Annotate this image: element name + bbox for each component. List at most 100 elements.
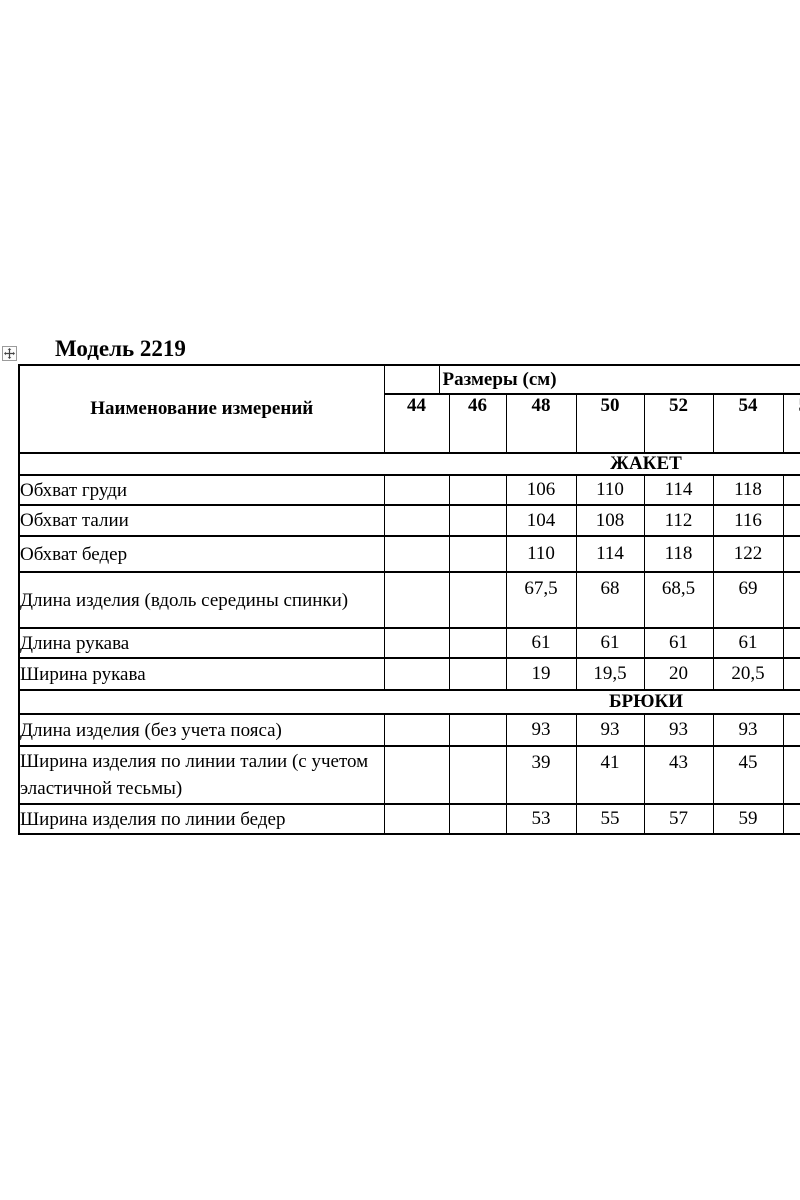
row-label-cell: Ширина изделия по линии бедер xyxy=(18,803,385,835)
table-row: Обхват груди 106 110 114 118 xyxy=(18,474,800,506)
value-cell xyxy=(448,535,507,573)
value-cell: 55 xyxy=(575,803,645,835)
value-cell xyxy=(383,504,450,537)
value-cell xyxy=(782,535,800,573)
value-cell: 61 xyxy=(505,627,577,659)
value-cell: 93 xyxy=(643,713,714,747)
value-cell: 108 xyxy=(575,504,645,537)
row-label-cell: Длина рукава xyxy=(18,627,385,659)
sizes-group-label: Размеры (см) xyxy=(442,369,557,390)
table-row: Обхват талии 104 108 112 116 xyxy=(18,504,800,537)
section-row-trousers: БРЮКИ xyxy=(18,689,800,715)
value-cell: 93 xyxy=(575,713,645,747)
table-row: Длина рукава 61 61 61 61 xyxy=(18,627,800,659)
cell-divider-line xyxy=(438,366,440,393)
value-cell: 93 xyxy=(712,713,784,747)
value-cell: 68 xyxy=(575,571,645,629)
value-cell: 19 xyxy=(505,657,577,691)
value-cell: 114 xyxy=(575,535,645,573)
value-cell xyxy=(383,657,450,691)
table-row: Длина изделия (без учета пояса) 93 93 93… xyxy=(18,713,800,747)
row-label-cell: Обхват талии xyxy=(18,504,385,537)
value-cell: 104 xyxy=(505,504,577,537)
value-cell: 19,5 xyxy=(575,657,645,691)
table-row: Длина изделия (вдоль середины спинки) 67… xyxy=(18,571,800,629)
value-cell: 20 xyxy=(643,657,714,691)
move-cross-icon xyxy=(4,348,15,359)
value-cell xyxy=(383,627,450,659)
value-cell xyxy=(782,474,800,506)
value-cell: 57 xyxy=(643,803,714,835)
value-cell: 106 xyxy=(505,474,577,506)
value-cell: 93 xyxy=(505,713,577,747)
value-cell: 61 xyxy=(712,627,784,659)
value-cell xyxy=(782,745,800,805)
section-header-cell: ЖАКЕТ xyxy=(18,452,800,476)
size-col-header-54: 54 xyxy=(712,393,784,454)
row-label-cell: Ширина рукава xyxy=(18,657,385,691)
table-row: Ширина изделия по линии талии (с учетом … xyxy=(18,745,800,805)
row-label-cell: Обхват груди xyxy=(18,474,385,506)
section-label-trousers: БРЮКИ xyxy=(608,691,684,712)
row-label-cell: Ширина изделия по линии талии (с учетом … xyxy=(18,745,385,805)
row-label-cell: Длина изделия (без учета пояса) xyxy=(18,713,385,747)
page-title: Модель 2219 xyxy=(55,336,186,361)
value-cell: 39 xyxy=(505,745,577,805)
value-cell: 61 xyxy=(643,627,714,659)
value-cell xyxy=(448,713,507,747)
value-cell xyxy=(782,803,800,835)
size-col-header-56: 56 xyxy=(782,393,800,454)
value-cell xyxy=(448,803,507,835)
table-row: Ширина рукава 19 19,5 20 20,5 xyxy=(18,657,800,691)
size-col-header-46: 46 xyxy=(448,393,507,454)
size-col-header-48: 48 xyxy=(505,393,577,454)
value-cell xyxy=(782,627,800,659)
value-cell: 45 xyxy=(712,745,784,805)
value-cell: 116 xyxy=(712,504,784,537)
value-cell: 118 xyxy=(643,535,714,573)
value-cell xyxy=(782,657,800,691)
value-cell: 114 xyxy=(643,474,714,506)
value-cell xyxy=(383,535,450,573)
value-cell: 53 xyxy=(505,803,577,835)
value-cell xyxy=(448,504,507,537)
size-col-header-50: 50 xyxy=(575,393,645,454)
value-cell: 118 xyxy=(712,474,784,506)
value-cell xyxy=(383,745,450,805)
table-row: 44 46 48 50 52 54 56 xyxy=(19,393,800,454)
value-cell xyxy=(782,713,800,747)
section-header-cell: БРЮКИ xyxy=(18,689,800,715)
table-move-handle[interactable] xyxy=(2,346,17,361)
value-cell: 110 xyxy=(575,474,645,506)
name-column-header: Наименование измерений xyxy=(18,364,385,454)
value-cell xyxy=(782,504,800,537)
value-cell xyxy=(448,474,507,506)
row-label-cell: Обхват бедер xyxy=(18,535,385,573)
value-cell: 43 xyxy=(643,745,714,805)
value-cell xyxy=(448,627,507,659)
value-cell xyxy=(383,571,450,629)
value-cell: 20,5 xyxy=(712,657,784,691)
value-cell: 122 xyxy=(712,535,784,573)
value-cell xyxy=(448,571,507,629)
row-label-cell: Длина изделия (вдоль середины спинки) xyxy=(18,571,385,629)
value-cell xyxy=(383,713,450,747)
size-col-header-52: 52 xyxy=(643,393,714,454)
value-cell: 69 xyxy=(712,571,784,629)
table-row: Обхват бедер 110 114 118 122 xyxy=(18,535,800,573)
value-cell xyxy=(782,571,800,629)
table-row: Наименование измерений Размеры (см) xyxy=(18,364,800,454)
section-label-jacket: ЖАКЕТ xyxy=(610,453,682,474)
value-cell: 61 xyxy=(575,627,645,659)
size-chart-table: Наименование измерений Размеры (см) 44 4… xyxy=(18,364,800,835)
value-cell: 110 xyxy=(505,535,577,573)
sizes-group-header-cell: Размеры (см) xyxy=(383,364,800,395)
size-col-header-44: 44 xyxy=(383,393,450,454)
value-cell: 41 xyxy=(575,745,645,805)
value-cell xyxy=(383,474,450,506)
table-row: Ширина изделия по линии бедер 53 55 57 5… xyxy=(18,803,800,835)
value-cell xyxy=(448,745,507,805)
value-cell xyxy=(448,657,507,691)
section-row-jacket: ЖАКЕТ xyxy=(18,452,800,476)
